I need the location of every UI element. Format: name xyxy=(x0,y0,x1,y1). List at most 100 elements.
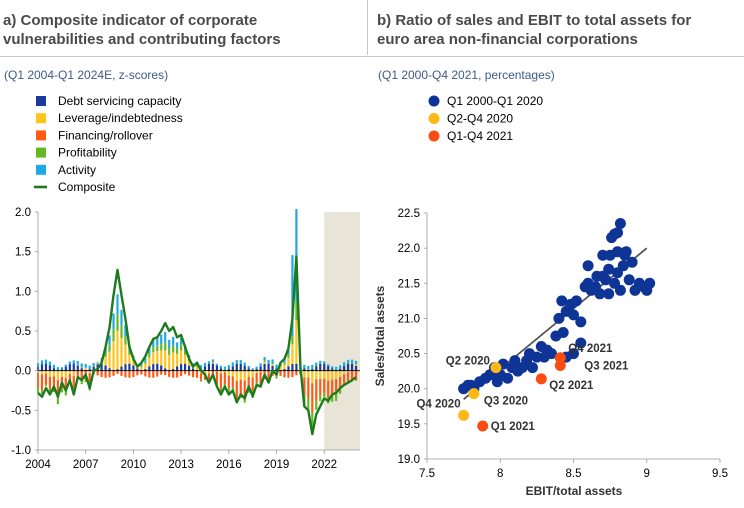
bar-activity xyxy=(255,366,258,369)
bar-financing xyxy=(311,383,314,413)
bar-activity xyxy=(350,359,354,364)
bar-debt xyxy=(287,366,290,371)
bar-activity xyxy=(343,362,346,367)
legend-label-0: Q1 2000-Q1 2020 xyxy=(447,94,543,108)
bar-activity xyxy=(164,332,167,343)
y-axis-label: Sales/total assets xyxy=(373,285,387,386)
bar-profitability xyxy=(331,395,334,402)
panel-a-title: a) Composite indicator of corporate vuln… xyxy=(3,11,281,49)
bar-financing xyxy=(180,370,183,377)
bar-activity xyxy=(211,359,215,362)
bar-financing xyxy=(124,370,127,378)
bar-leverage xyxy=(112,341,115,370)
bar-profitability xyxy=(263,360,266,362)
bar-profitability xyxy=(112,329,115,342)
x-tick-label: 2022 xyxy=(311,459,337,471)
bar-leverage xyxy=(354,364,358,366)
bar-profitability xyxy=(339,388,342,394)
bar-activity xyxy=(251,368,254,370)
y-tick-label: -1.0 xyxy=(11,445,31,457)
bar-financing xyxy=(335,379,338,394)
bar-profitability xyxy=(80,381,83,385)
point-series-0 xyxy=(603,288,615,300)
bar-activity xyxy=(64,364,67,367)
bar-profitability xyxy=(160,344,163,351)
bar-financing xyxy=(243,380,246,398)
bar-leverage xyxy=(287,357,290,367)
bar-financing xyxy=(319,378,322,396)
bar-leverage xyxy=(327,370,330,381)
panel-a-title-line-2: vulnerabilities and contributing factors xyxy=(3,31,281,48)
bar-activity xyxy=(207,361,211,365)
y-tick-label: 22.5 xyxy=(398,208,420,220)
bar-debt xyxy=(48,365,52,371)
bar-financing xyxy=(136,370,139,376)
bar-leverage xyxy=(104,356,107,366)
bar-activity xyxy=(52,364,55,369)
bar-leverage xyxy=(68,370,71,375)
bar-leverage xyxy=(227,370,230,376)
bar-profitability xyxy=(84,379,87,383)
bar-leverage xyxy=(60,370,63,377)
bar-activity xyxy=(124,324,127,337)
bar-financing xyxy=(187,370,191,376)
bar-activity xyxy=(291,255,294,337)
bar-debt xyxy=(128,363,131,371)
bar-profitability xyxy=(287,354,290,358)
bar-debt xyxy=(68,364,71,371)
bar-debt xyxy=(195,369,199,371)
bar-financing xyxy=(156,370,159,377)
x-tick-label: 8 xyxy=(497,468,503,480)
bar-leverage xyxy=(247,370,250,377)
bar-debt xyxy=(227,368,230,371)
bar-activity xyxy=(112,313,115,330)
bar-leverage xyxy=(279,366,282,370)
bar-leverage xyxy=(164,350,167,369)
bar-financing xyxy=(239,379,242,396)
bar-debt xyxy=(207,364,211,371)
bar-activity xyxy=(323,361,326,364)
bar-activity xyxy=(267,359,270,364)
point-series-0 xyxy=(568,309,579,321)
bar-profitability xyxy=(60,388,63,393)
bar-financing xyxy=(88,372,91,385)
bar-activity xyxy=(76,360,79,365)
bar-profitability xyxy=(291,336,294,345)
bar-activity xyxy=(108,335,111,345)
bar-profitability xyxy=(52,387,55,393)
bar-leverage xyxy=(195,366,199,370)
point-series-0 xyxy=(612,246,623,258)
point-series-0 xyxy=(614,284,626,296)
bar-activity xyxy=(60,367,63,370)
bar-profitability xyxy=(271,363,274,365)
bar-debt xyxy=(120,366,123,371)
bar-profitability xyxy=(315,400,318,410)
bar-financing xyxy=(172,370,175,378)
bar-debt xyxy=(327,365,330,371)
bar-activity xyxy=(160,334,163,345)
bar-profitability xyxy=(199,379,203,382)
bar-debt xyxy=(247,368,250,371)
bar-financing xyxy=(116,370,119,374)
bar-debt xyxy=(346,363,350,371)
bar-activity xyxy=(271,359,274,364)
bar-profitability xyxy=(40,390,44,395)
bar-profitability xyxy=(227,388,230,396)
bar-financing xyxy=(96,370,99,376)
point-series-0 xyxy=(597,249,609,261)
bar-leverage xyxy=(152,352,155,365)
bar-financing xyxy=(191,370,195,378)
bar-debt xyxy=(152,364,155,371)
bar-leverage xyxy=(235,370,238,381)
bar-financing xyxy=(120,370,123,376)
bar-debt xyxy=(60,369,63,371)
bar-leverage xyxy=(335,370,338,380)
bar-leverage xyxy=(52,370,55,377)
bar-debt xyxy=(136,368,139,371)
bar-leverage xyxy=(303,370,306,378)
y-tick-label: 0.5 xyxy=(15,326,31,338)
bar-leverage xyxy=(311,370,314,384)
point-label: Q2 2021 xyxy=(549,380,594,392)
bar-activity xyxy=(72,360,75,364)
